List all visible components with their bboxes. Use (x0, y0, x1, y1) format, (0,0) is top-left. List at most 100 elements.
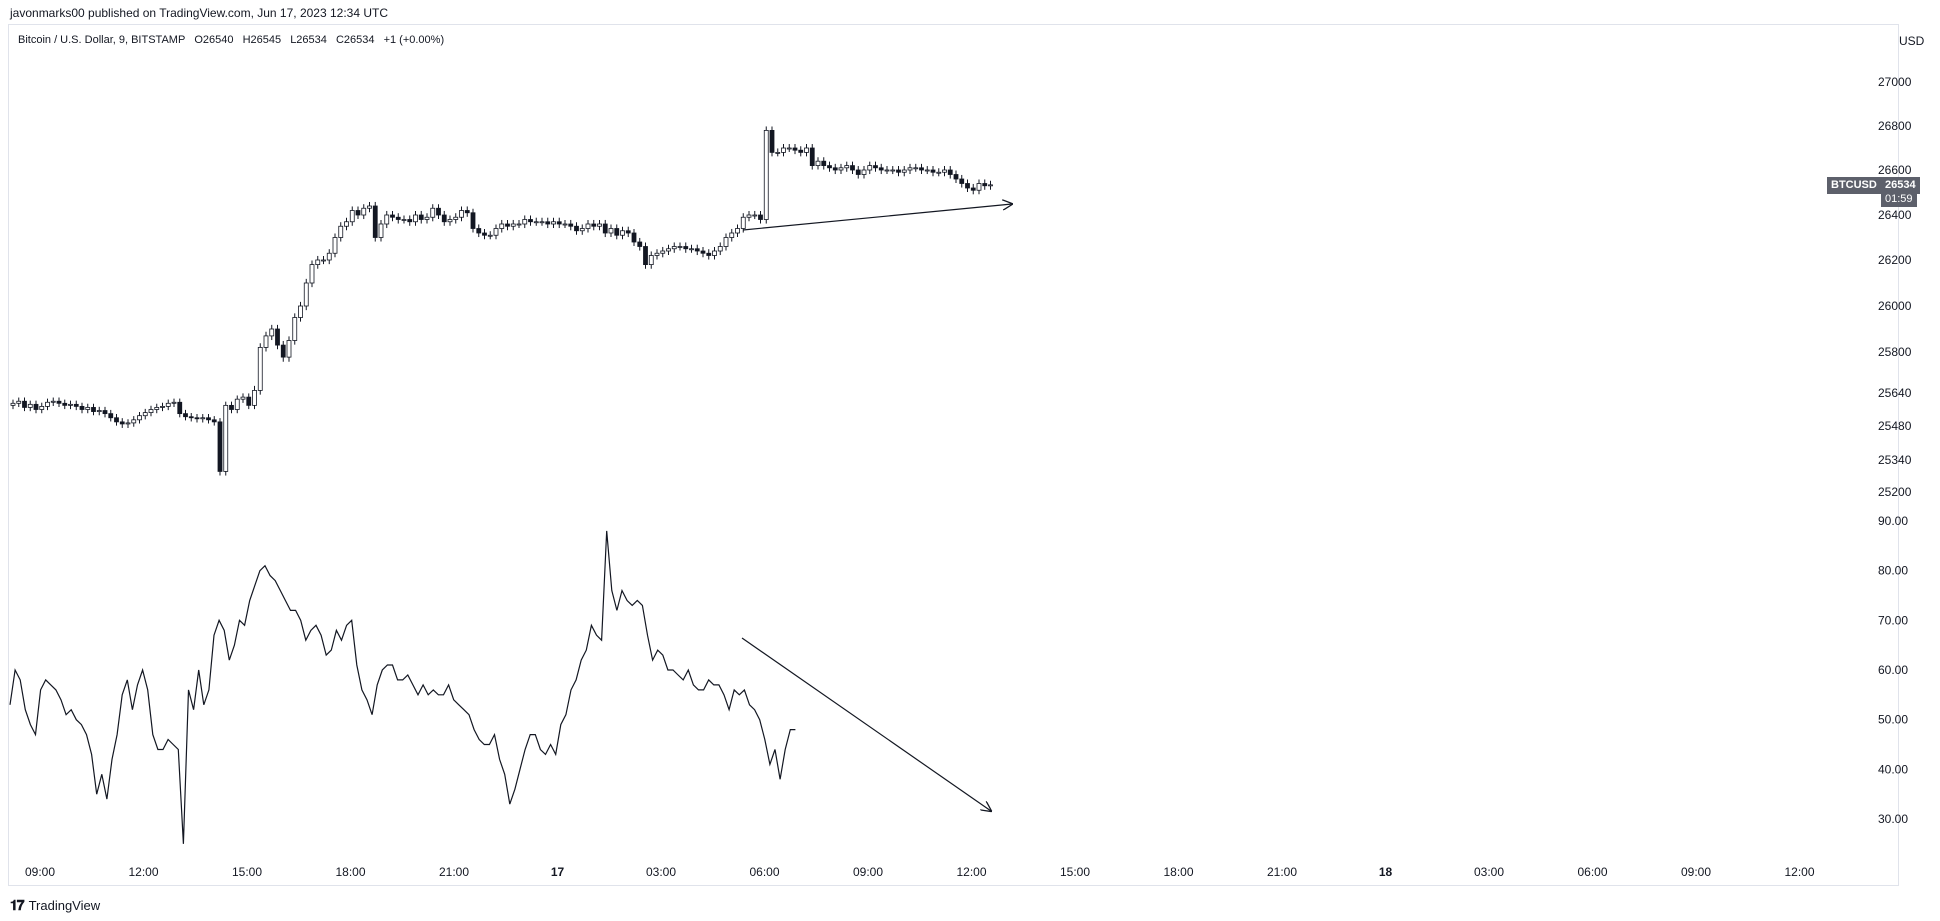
candle-body (355, 210, 361, 216)
candle-body (321, 259, 326, 262)
candle-body (188, 416, 194, 419)
time-axis: 09:00 12:00 15:00 18:00 21:00 17 03:00 06:00 09:… (25, 865, 1815, 879)
candle-body (16, 400, 22, 404)
candle-body (671, 246, 677, 250)
candle-body (901, 169, 907, 173)
ohlc-open: O26540 (194, 34, 234, 46)
candle-body (827, 165, 832, 169)
candle-body (988, 184, 993, 187)
candle-body (942, 169, 947, 173)
candle-body (735, 228, 740, 234)
candle-body (407, 219, 413, 223)
candle-body (424, 216, 430, 220)
candle-body (269, 328, 275, 337)
candle-body (792, 147, 798, 151)
candle-body (884, 169, 890, 172)
candle-body (453, 216, 459, 220)
indicator-tick-label: 70.00 (1878, 613, 1908, 627)
candle-body (206, 417, 211, 421)
candle-body (533, 221, 539, 224)
candle-body (459, 210, 464, 218)
candle-body (56, 400, 62, 404)
brand-name: TradingView (28, 898, 101, 913)
candle-body (694, 248, 700, 252)
candle-body (844, 165, 850, 169)
candle-body (913, 167, 919, 170)
candle-body (441, 214, 447, 223)
candle-body (815, 160, 821, 166)
indicator-tick-label: 40.00 (1878, 762, 1908, 776)
indicator-line (9, 530, 796, 844)
candle-body (137, 415, 142, 421)
candle-body (160, 406, 165, 408)
candle-body (229, 404, 234, 410)
candle-body (562, 223, 568, 226)
time-tick-label: 18:00 (335, 865, 365, 879)
candle-body (217, 421, 223, 472)
candle-body (625, 230, 631, 234)
symbol-name: Bitcoin / U.S. Dollar, 9, BITSTAMP (18, 34, 186, 46)
candle-body (878, 167, 884, 171)
candle-body (332, 237, 338, 254)
candle-body (579, 228, 585, 232)
symbol-legend[interactable]: Bitcoin / U.S. Dollar, 9, BITSTAMP O2654… (18, 34, 450, 46)
candle-body (436, 207, 441, 216)
indicator-trendline[interactable] (741, 637, 991, 811)
candle-body (91, 407, 96, 412)
ohlc-high: H26545 (242, 34, 282, 46)
candle-body (648, 255, 654, 266)
candle-body (298, 305, 303, 318)
indicator-tick-label: 80.00 (1878, 564, 1908, 578)
indicator-series (9, 530, 796, 844)
candle-body (234, 398, 240, 410)
candle-body (68, 403, 73, 406)
ohlc-low: L26534 (290, 34, 327, 46)
ticker-tag: BTCUSD (1827, 177, 1881, 194)
currency-label: USD (1899, 34, 1925, 48)
candle-body (384, 214, 390, 225)
candlestick-series (10, 126, 993, 476)
time-tick-label: 03:00 (646, 865, 676, 879)
time-tick-label: 21:00 (1267, 865, 1297, 879)
time-tick-label: 06:00 (749, 865, 779, 879)
candle-body (505, 223, 510, 227)
trendline-drawings[interactable] (741, 204, 1012, 811)
candle-body (809, 147, 815, 167)
candle-body (378, 223, 384, 238)
candle-body (361, 207, 367, 216)
candle-body (516, 223, 522, 226)
candle-body (10, 402, 16, 406)
candle-body (729, 232, 735, 238)
candle-body (165, 402, 171, 407)
time-tick-label: 15:00 (232, 865, 262, 879)
candle-body (171, 401, 177, 404)
candle-body (654, 252, 660, 256)
candle-body (223, 404, 229, 472)
candle-body (85, 407, 91, 410)
candle-body (240, 396, 246, 400)
candle-body (367, 205, 372, 209)
candle-body (487, 234, 493, 237)
candle-body (292, 317, 298, 341)
candle-body (930, 169, 936, 173)
candle-body (528, 219, 533, 223)
candle-body (418, 214, 424, 220)
candle-body (114, 417, 119, 423)
tradingview-brand[interactable]: 𝟏𝟕 TradingView (10, 897, 100, 914)
candle-body (861, 169, 867, 175)
candle-body (786, 147, 792, 150)
bar-countdown: 01:59 (1881, 192, 1917, 207)
price-tick-label: 25480 (1878, 419, 1912, 433)
candle-body (574, 225, 579, 232)
candle-body (717, 246, 723, 252)
candle-body (614, 228, 620, 236)
candle-body (947, 169, 953, 175)
candle-body (551, 221, 556, 225)
candle-body (108, 413, 114, 419)
price-trendline[interactable] (742, 204, 1012, 231)
candle-body (280, 344, 286, 358)
candle-body (257, 346, 263, 391)
candle-body (602, 223, 608, 234)
time-tick-label: 18 (1379, 865, 1393, 879)
